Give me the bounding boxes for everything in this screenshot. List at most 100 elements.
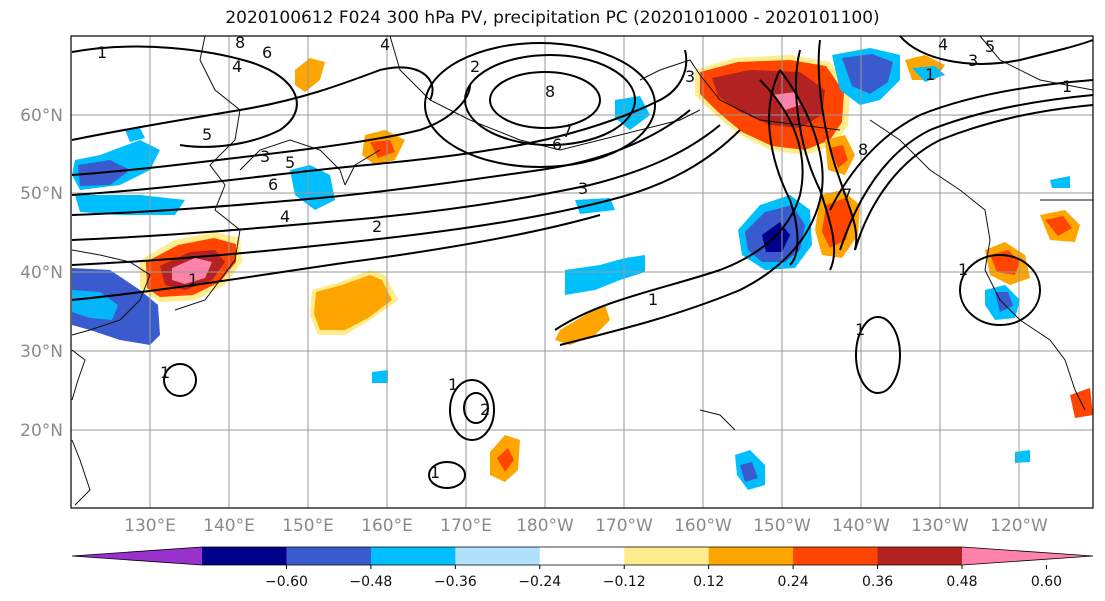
- colorbar-segment: [793, 547, 879, 565]
- colorbar-tick-label: 0.12: [693, 574, 724, 590]
- contour-label: 3: [578, 179, 588, 198]
- precip-negative-area: [912, 66, 945, 82]
- colorbar-outline: [71, 546, 1094, 566]
- colorbar-tick-label: −0.60: [265, 574, 308, 590]
- contour-label: 8: [235, 33, 245, 52]
- contour-label: 5: [985, 37, 995, 56]
- precip-negative-area: [1015, 450, 1030, 463]
- contour-label: 8: [858, 140, 868, 159]
- colorbar-extend-high: [962, 547, 1093, 565]
- precip-negative-area: [372, 370, 388, 383]
- lat-label: 50°N: [20, 184, 63, 204]
- contour-label: 1: [648, 290, 658, 309]
- latitude-labels: 60°N 50°N 40°N 30°N 20°N: [20, 106, 63, 441]
- contour-label: 6: [268, 175, 278, 194]
- contour-label: 4: [380, 35, 390, 54]
- contour-label: 2: [372, 217, 382, 236]
- colorbar-tick-label: −0.24: [518, 574, 561, 590]
- lat-label: 30°N: [20, 342, 63, 362]
- colorbar-segment: [202, 547, 287, 565]
- graticule: [71, 36, 1093, 508]
- colorbar: −0.60 −0.48 −0.36 −0.24 −0.12 0.12 0.24 0.36 0.4…: [71, 546, 1094, 590]
- contour-label: 6: [262, 43, 272, 62]
- colorbar-segment: [370, 547, 456, 565]
- colorbar-tick-label: 0.60: [1031, 574, 1062, 590]
- contour-label: 2: [470, 57, 480, 76]
- contour-label: 1: [160, 363, 170, 382]
- contour-label: 1: [958, 260, 968, 279]
- coastlines: [71, 35, 1094, 506]
- precip-positive-area: [172, 258, 212, 284]
- precip-positive-area: [772, 92, 800, 110]
- precip-positive-area: [555, 305, 610, 345]
- precip-positive-area: [1045, 216, 1072, 236]
- contour-label: 3: [260, 147, 270, 166]
- colorbar-segment: [624, 547, 710, 565]
- colorbar-tick-label: −0.48: [349, 574, 392, 590]
- precip-negative-area: [72, 290, 118, 320]
- lon-label: 170°W: [595, 516, 653, 536]
- precip-negative-area: [125, 128, 145, 142]
- lat-label: 60°N: [20, 106, 63, 126]
- pv-contour-labels: 1 8 6 4 4 5 3 6 5 4 2 3 8 7 6 3 2 1 1 1 …: [97, 33, 1072, 482]
- lon-label: 160°E: [361, 516, 413, 536]
- precip-negative-area: [762, 222, 790, 252]
- contour-label: 1: [430, 463, 440, 482]
- precip-positive-area: [370, 140, 395, 158]
- precip-positive-area: [295, 58, 325, 92]
- contour-label: 3: [685, 67, 695, 86]
- contour-label: 3: [968, 51, 978, 70]
- lat-label: 20°N: [20, 421, 63, 441]
- lat-label: 40°N: [20, 263, 63, 283]
- contour-label: 5: [202, 125, 212, 144]
- contour-label: 1: [1062, 77, 1072, 96]
- contour-label: 1: [925, 65, 935, 84]
- precip-negative-area: [740, 462, 758, 482]
- precip-negative-area: [842, 54, 893, 94]
- lon-label: 180°W: [516, 516, 574, 536]
- lon-label: 150°W: [753, 516, 811, 536]
- contour-label: 7: [562, 122, 572, 141]
- contour-label: 4: [232, 57, 242, 76]
- colorbar-segment: [286, 547, 372, 565]
- contour-label: 6: [552, 135, 562, 154]
- precip-negative-area: [1050, 176, 1070, 188]
- contour-label: 1: [97, 43, 107, 62]
- colorbar-segment: [708, 547, 794, 565]
- colorbar-tick-label: −0.12: [603, 574, 646, 590]
- colorbar-tick-label: 0.36: [862, 574, 893, 590]
- contour-label: 1: [855, 320, 865, 339]
- colorbar-extend-low: [72, 547, 202, 565]
- colorbar-segment: [877, 547, 963, 565]
- lon-label: 130°W: [911, 516, 969, 536]
- map-title: 2020100612 F024 300 hPa PV, precipitatio…: [225, 8, 880, 28]
- precip-negative-area: [995, 292, 1013, 312]
- lon-label: 160°W: [674, 516, 732, 536]
- contour-label: 1: [188, 270, 198, 289]
- colorbar-tick-label: −0.36: [434, 574, 477, 590]
- colorbar-tick-label: 0.24: [778, 574, 809, 590]
- contour-label: 2: [480, 400, 490, 419]
- lon-label: 130°E: [124, 516, 176, 536]
- colorbar-tick-label: 0.48: [946, 574, 977, 590]
- colorbar-segment: [455, 547, 541, 565]
- precip-positive-area: [830, 145, 848, 168]
- lon-label: 170°E: [440, 516, 492, 536]
- precip-positive-area: [314, 275, 392, 330]
- lon-label: 150°E: [282, 516, 334, 536]
- lon-label: 140°W: [832, 516, 890, 536]
- contour-label: 8: [545, 82, 555, 101]
- longitude-labels: 130°E 140°E 150°E 160°E 170°E 180°W 170°…: [124, 516, 1048, 536]
- map-frame: [70, 35, 1094, 509]
- contour-label: 4: [938, 35, 948, 54]
- lon-label: 140°E: [203, 516, 255, 536]
- contour-label: 4: [280, 207, 290, 226]
- contour-label: 7: [842, 185, 852, 204]
- precip-positive-area: [497, 448, 514, 472]
- precip-negative-area: [565, 255, 645, 295]
- lon-label: 120°W: [990, 516, 1048, 536]
- colorbar-segment: [539, 547, 625, 565]
- pv-contours: [71, 35, 1094, 489]
- contour-label: 5: [285, 153, 295, 172]
